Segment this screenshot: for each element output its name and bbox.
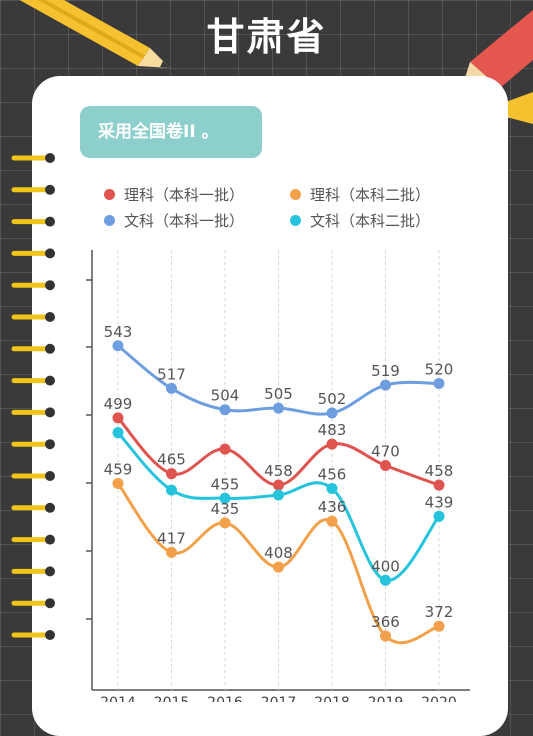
data-label: 459 — [104, 461, 133, 479]
ring-icon — [11, 630, 55, 640]
data-point — [219, 492, 231, 504]
ring-icon — [11, 502, 55, 513]
data-label: 417 — [157, 529, 186, 547]
data-point — [273, 402, 284, 414]
data-label: 458 — [264, 462, 293, 480]
ring-icon — [11, 312, 55, 322]
data-point — [273, 489, 284, 501]
data-label: 470 — [371, 442, 400, 460]
data-label: 366 — [371, 613, 400, 631]
data-point — [380, 379, 391, 391]
legend-dot-icon — [290, 189, 301, 200]
legend-item: 理科（本科二批） — [290, 184, 430, 205]
data-point — [166, 382, 177, 394]
legend-label: 文科（本科一批） — [124, 212, 245, 230]
ring-icon — [11, 184, 55, 195]
data-label: 408 — [264, 544, 293, 562]
legend-label: 理科（本科一批） — [124, 186, 245, 204]
content-card — [32, 76, 508, 736]
data-point — [112, 478, 124, 490]
data-label: 505 — [264, 385, 293, 403]
legend-dot-icon — [104, 215, 115, 226]
data-point — [112, 412, 124, 424]
ring-icon — [11, 407, 55, 418]
legend-dot-icon — [290, 215, 301, 226]
data-label: 504 — [211, 387, 240, 405]
data-point — [273, 479, 284, 491]
data-point — [380, 459, 391, 471]
x-tick-label: 2020 — [421, 695, 457, 702]
data-point — [433, 620, 445, 632]
data-label: 435 — [211, 500, 240, 518]
data-point — [433, 479, 445, 491]
x-tick-label: 2017 — [261, 695, 297, 702]
x-tick-label: 2014 — [100, 695, 136, 702]
data-point — [273, 561, 284, 573]
data-label: 520 — [425, 360, 454, 378]
ring-icon — [11, 216, 55, 227]
ring-icon — [11, 471, 55, 481]
data-point — [219, 404, 231, 416]
legend-label: 理科（本科二批） — [310, 186, 431, 204]
data-point — [326, 407, 338, 419]
legend-item: 理科（本科一批） — [104, 184, 244, 205]
data-label: 458 — [425, 462, 454, 480]
exam-badge: 采用全国卷II 。 — [80, 106, 262, 158]
x-tick-label: 2016 — [207, 695, 243, 702]
data-label: 483 — [318, 421, 347, 439]
ring-icon — [11, 534, 55, 545]
data-label: 436 — [318, 498, 347, 516]
legend-dot-icon — [104, 189, 115, 200]
notebook-rings — [11, 153, 55, 640]
data-point — [112, 427, 124, 439]
legend-label: 文科（本科二批） — [310, 212, 431, 230]
ring-icon — [11, 248, 55, 259]
data-label: 439 — [425, 493, 454, 511]
x-tick-label: 2019 — [368, 695, 404, 702]
ring-icon — [11, 566, 55, 577]
data-point — [326, 438, 338, 450]
data-point — [112, 340, 124, 352]
ring-icon — [11, 598, 55, 609]
data-label: 519 — [371, 362, 400, 380]
legend-item: 文科（本科二批） — [290, 210, 430, 231]
data-label: 517 — [157, 365, 186, 383]
legend-item: 文科（本科一批） — [104, 210, 244, 231]
data-point — [219, 517, 231, 529]
line-chart: 2014 2015 2016 2017 2018 2019 2020 499 465 458 483… — [86, 250, 470, 702]
data-point — [380, 630, 391, 642]
data-label: 499 — [104, 395, 133, 413]
ring-icon — [11, 439, 55, 450]
data-point — [433, 510, 445, 522]
ring-icon — [11, 153, 55, 163]
data-label: 456 — [318, 465, 347, 483]
pencil-decoration — [19, 0, 533, 124]
data-point — [166, 546, 177, 558]
x-tick-label: 2015 — [154, 695, 190, 702]
data-point — [219, 443, 231, 455]
data-label: 372 — [425, 603, 454, 621]
x-tick-label: 2018 — [314, 695, 350, 702]
ring-icon — [11, 375, 55, 386]
data-label: 543 — [104, 323, 133, 341]
data-point — [166, 484, 177, 496]
data-point — [326, 515, 338, 527]
ring-icon — [11, 280, 55, 291]
data-point — [166, 468, 177, 480]
data-label: 400 — [371, 557, 400, 575]
data-point — [380, 574, 391, 586]
data-label: 455 — [211, 475, 240, 493]
data-label: 465 — [157, 451, 186, 469]
pencil-left-icon — [19, 0, 170, 68]
data-point — [326, 482, 338, 494]
data-label: 502 — [318, 390, 347, 408]
ring-icon — [11, 343, 55, 354]
data-point — [433, 377, 445, 389]
page-title: 甘肃省 — [206, 15, 327, 59]
